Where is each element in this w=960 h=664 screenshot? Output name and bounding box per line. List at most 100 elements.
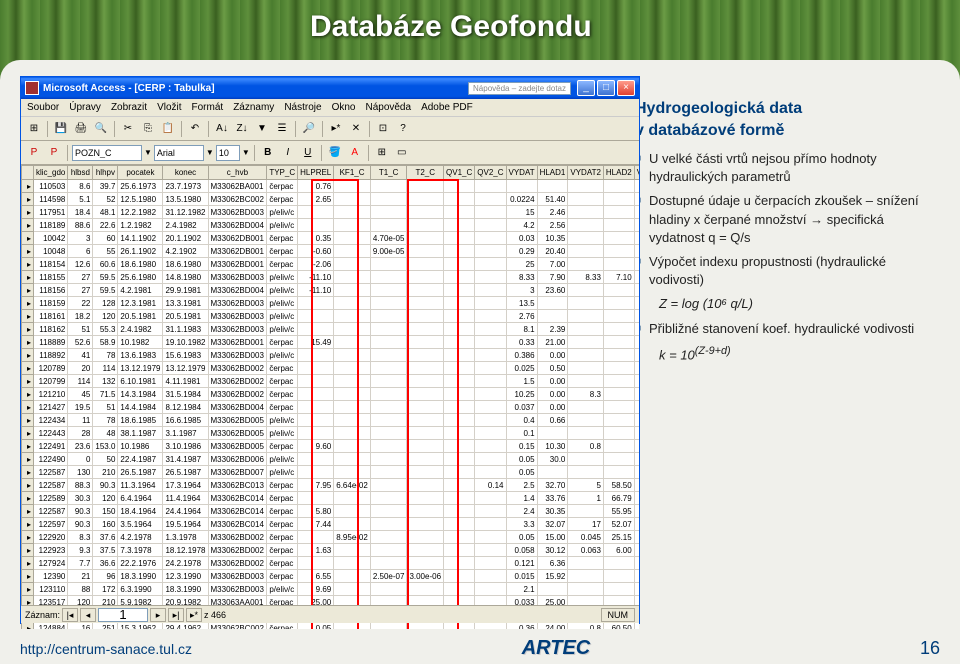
table-row[interactable]: ▸1212104571.514.3.198431.5.1984M33062BD0… (22, 388, 640, 401)
column-header[interactable]: KF1_C (334, 166, 371, 180)
nav-next-button[interactable]: ▸ (150, 608, 166, 622)
table-row[interactable]: ▸11816118.212020.5.198120.5.1981M33062BD… (22, 310, 640, 323)
table-row[interactable]: ▸1181562759.54.2.198129.9.1981M33062BD00… (22, 284, 640, 297)
table-row[interactable]: ▸118892417813.6.198315.6.1983M33062BD003… (22, 349, 640, 362)
table-row[interactable]: ▸12258790.315018.4.196424.4.1964M33062BC… (22, 505, 640, 518)
column-header[interactable]: HLAD2 (603, 166, 634, 180)
help-icon[interactable]: ? (394, 120, 412, 138)
column-header[interactable]: konec (163, 166, 208, 180)
column-header[interactable]: hlbsd (68, 166, 93, 180)
font-size-select[interactable] (216, 145, 240, 161)
menu-item[interactable]: Vložit (157, 102, 181, 113)
table-row[interactable]: ▸1181592212812.3.198113.3.1981M33062BD00… (22, 297, 640, 310)
table-row[interactable]: ▸11795118.448.112.2.198231.12.1982M33062… (22, 206, 640, 219)
table-row[interactable]: ▸122443284838.1.19873.1.1987M33062BD005p… (22, 427, 640, 440)
nav-last-button[interactable]: ▸| (168, 608, 184, 622)
new-record-icon[interactable]: ▸* (327, 120, 345, 138)
table-row[interactable]: ▸1207892011413.12.197913.12.1979M33062BD… (22, 362, 640, 375)
column-header[interactable]: T2_C (407, 166, 444, 180)
column-header[interactable]: QV1_C (444, 166, 475, 180)
fill-color-icon[interactable]: 🪣 (326, 144, 344, 162)
nav-prev-button[interactable]: ◂ (80, 608, 96, 622)
menu-item[interactable]: Záznamy (233, 102, 274, 113)
column-header[interactable]: c_hvb (208, 166, 267, 180)
table-row[interactable]: ▸12142719.55114.4.19848.12.1984M33062BD0… (22, 401, 640, 414)
menu-item[interactable]: Nástroje (284, 102, 321, 113)
menu-item[interactable]: Úpravy (69, 102, 101, 113)
paste-icon[interactable]: 📋 (159, 120, 177, 138)
table-row[interactable]: ▸11815412.660.618.6.198018.6.1980M33062B… (22, 258, 640, 271)
table-row[interactable]: ▸1105038.639.725.6.197323.7.1973M33062BA… (22, 180, 640, 193)
table-row[interactable]: ▸1279247.736.622.2.197624.2.1978M33062BD… (22, 557, 640, 570)
table-row[interactable]: ▸1181552759.525.6.198014.8.1980M33062BD0… (22, 271, 640, 284)
table-row[interactable]: ▸1229208.337.64.2.19781.3.1978M33062BD00… (22, 531, 640, 544)
find-icon[interactable]: 🔎 (300, 120, 318, 138)
copy-icon[interactable]: ⎘ (139, 120, 157, 138)
column-header[interactable]: VYDAT3 (634, 166, 639, 180)
border-icon[interactable]: ▭ (393, 144, 411, 162)
minimize-button[interactable]: _ (577, 80, 595, 96)
help-search-hint[interactable]: Nápověda – zadejte dotaz (468, 82, 571, 95)
maximize-button[interactable]: □ (597, 80, 615, 96)
nav-first-button[interactable]: |◂ (62, 608, 78, 622)
bold-icon[interactable]: B (259, 144, 277, 162)
filter-icon[interactable]: ▼ (253, 120, 271, 138)
table-row[interactable]: ▸122434117818.6.198516.6.1985M33062BD005… (22, 414, 640, 427)
menu-item[interactable]: Nápověda (365, 102, 411, 113)
print-icon[interactable]: 🖨 (72, 120, 90, 138)
save-icon[interactable]: 💾 (52, 120, 70, 138)
table-row[interactable]: ▸123110881726.3.199018.3.1990M33062BD003… (22, 583, 640, 596)
menu-item[interactable]: Okno (332, 102, 356, 113)
filter-form-icon[interactable]: ☰ (273, 120, 291, 138)
column-header[interactable]: HLAD1 (537, 166, 568, 180)
data-grid[interactable]: klic_gdohlbsdhlhpvpocatekkonecc_hvbTYP_C… (21, 165, 639, 629)
italic-icon[interactable]: I (279, 144, 297, 162)
sort-desc-icon[interactable]: Z↓ (233, 120, 251, 138)
titlebar[interactable]: Microsoft Access - [CERP : Tabulka] Nápo… (21, 77, 639, 99)
column-header[interactable]: TYP_C (267, 166, 298, 180)
table-row[interactable]: ▸1145985.15212.5.198013.5.1980M33062BC00… (22, 193, 640, 206)
column-header[interactable]: QV2_C (475, 166, 506, 180)
table-row[interactable]: ▸12258930.31206.4.196411.4.1964M33062BC0… (22, 492, 640, 505)
menu-item[interactable]: Adobe PDF (421, 102, 473, 113)
table-row[interactable]: ▸12258788.390.311.3.196417.3.1964M33062B… (22, 479, 640, 492)
column-header[interactable]: VYDAT2 (568, 166, 604, 180)
undo-icon[interactable]: ↶ (186, 120, 204, 138)
font-select[interactable] (154, 145, 204, 161)
table-row[interactable]: ▸12249005022.4.198731.4.1987M33062BD006p… (22, 453, 640, 466)
pdf-icon[interactable]: P (45, 144, 63, 162)
nav-new-button[interactable]: ▸* (186, 608, 202, 622)
view-icon[interactable]: ⊞ (25, 120, 43, 138)
table-row[interactable]: ▸1181625155.32.4.198231.1.1983M33062BD00… (22, 323, 640, 336)
table-row[interactable]: ▸12249123.6153.010.19863.10.1986M33062BD… (22, 440, 640, 453)
cut-icon[interactable]: ✂ (119, 120, 137, 138)
db-window-icon[interactable]: ⊡ (374, 120, 392, 138)
pdf-icon[interactable]: P (25, 144, 43, 162)
table-row[interactable]: ▸11888952.658.910.198219.10.1982M33062BD… (22, 336, 640, 349)
preview-icon[interactable]: 🔍 (92, 120, 110, 138)
menu-item[interactable]: Formát (192, 102, 224, 113)
menu-item[interactable]: Zobrazit (111, 102, 147, 113)
menu-item[interactable]: Soubor (27, 102, 59, 113)
table-row[interactable]: ▸12259790.31603.5.196419.5.1964M33062BC0… (22, 518, 640, 531)
column-header[interactable]: hlhpv (93, 166, 118, 180)
table-row[interactable]: ▸12258713021026.5.198726.5.1987M33062BD0… (22, 466, 640, 479)
table-row[interactable]: ▸1229239.337.57.3.197818.12.1978M33062BD… (22, 544, 640, 557)
column-header[interactable]: klic_gdo (34, 166, 68, 180)
table-row[interactable]: ▸1004865526.1.19024.2.1902M33062DB001čer… (22, 245, 640, 258)
column-header[interactable]: pocatek (118, 166, 163, 180)
underline-icon[interactable]: U (299, 144, 317, 162)
table-row[interactable]: ▸1004236014.1.190220.1.1902M33062DB001če… (22, 232, 640, 245)
field-name-select[interactable] (72, 145, 142, 161)
grid-icon[interactable]: ⊞ (373, 144, 391, 162)
column-header[interactable]: VYDAT (506, 166, 537, 180)
delete-record-icon[interactable]: ✕ (347, 120, 365, 138)
sort-asc-icon[interactable]: A↓ (213, 120, 231, 138)
table-row[interactable]: ▸1207991141326.10.19814.11.1981M33062BD0… (22, 375, 640, 388)
nav-record-field[interactable] (98, 608, 148, 622)
column-header[interactable]: HLPREL (298, 166, 334, 180)
table-row[interactable]: ▸12390219618.3.199012.3.1990M33062BD003č… (22, 570, 640, 583)
column-header[interactable]: T1_C (370, 166, 407, 180)
close-button[interactable]: × (617, 80, 635, 96)
font-color-icon[interactable]: A (346, 144, 364, 162)
